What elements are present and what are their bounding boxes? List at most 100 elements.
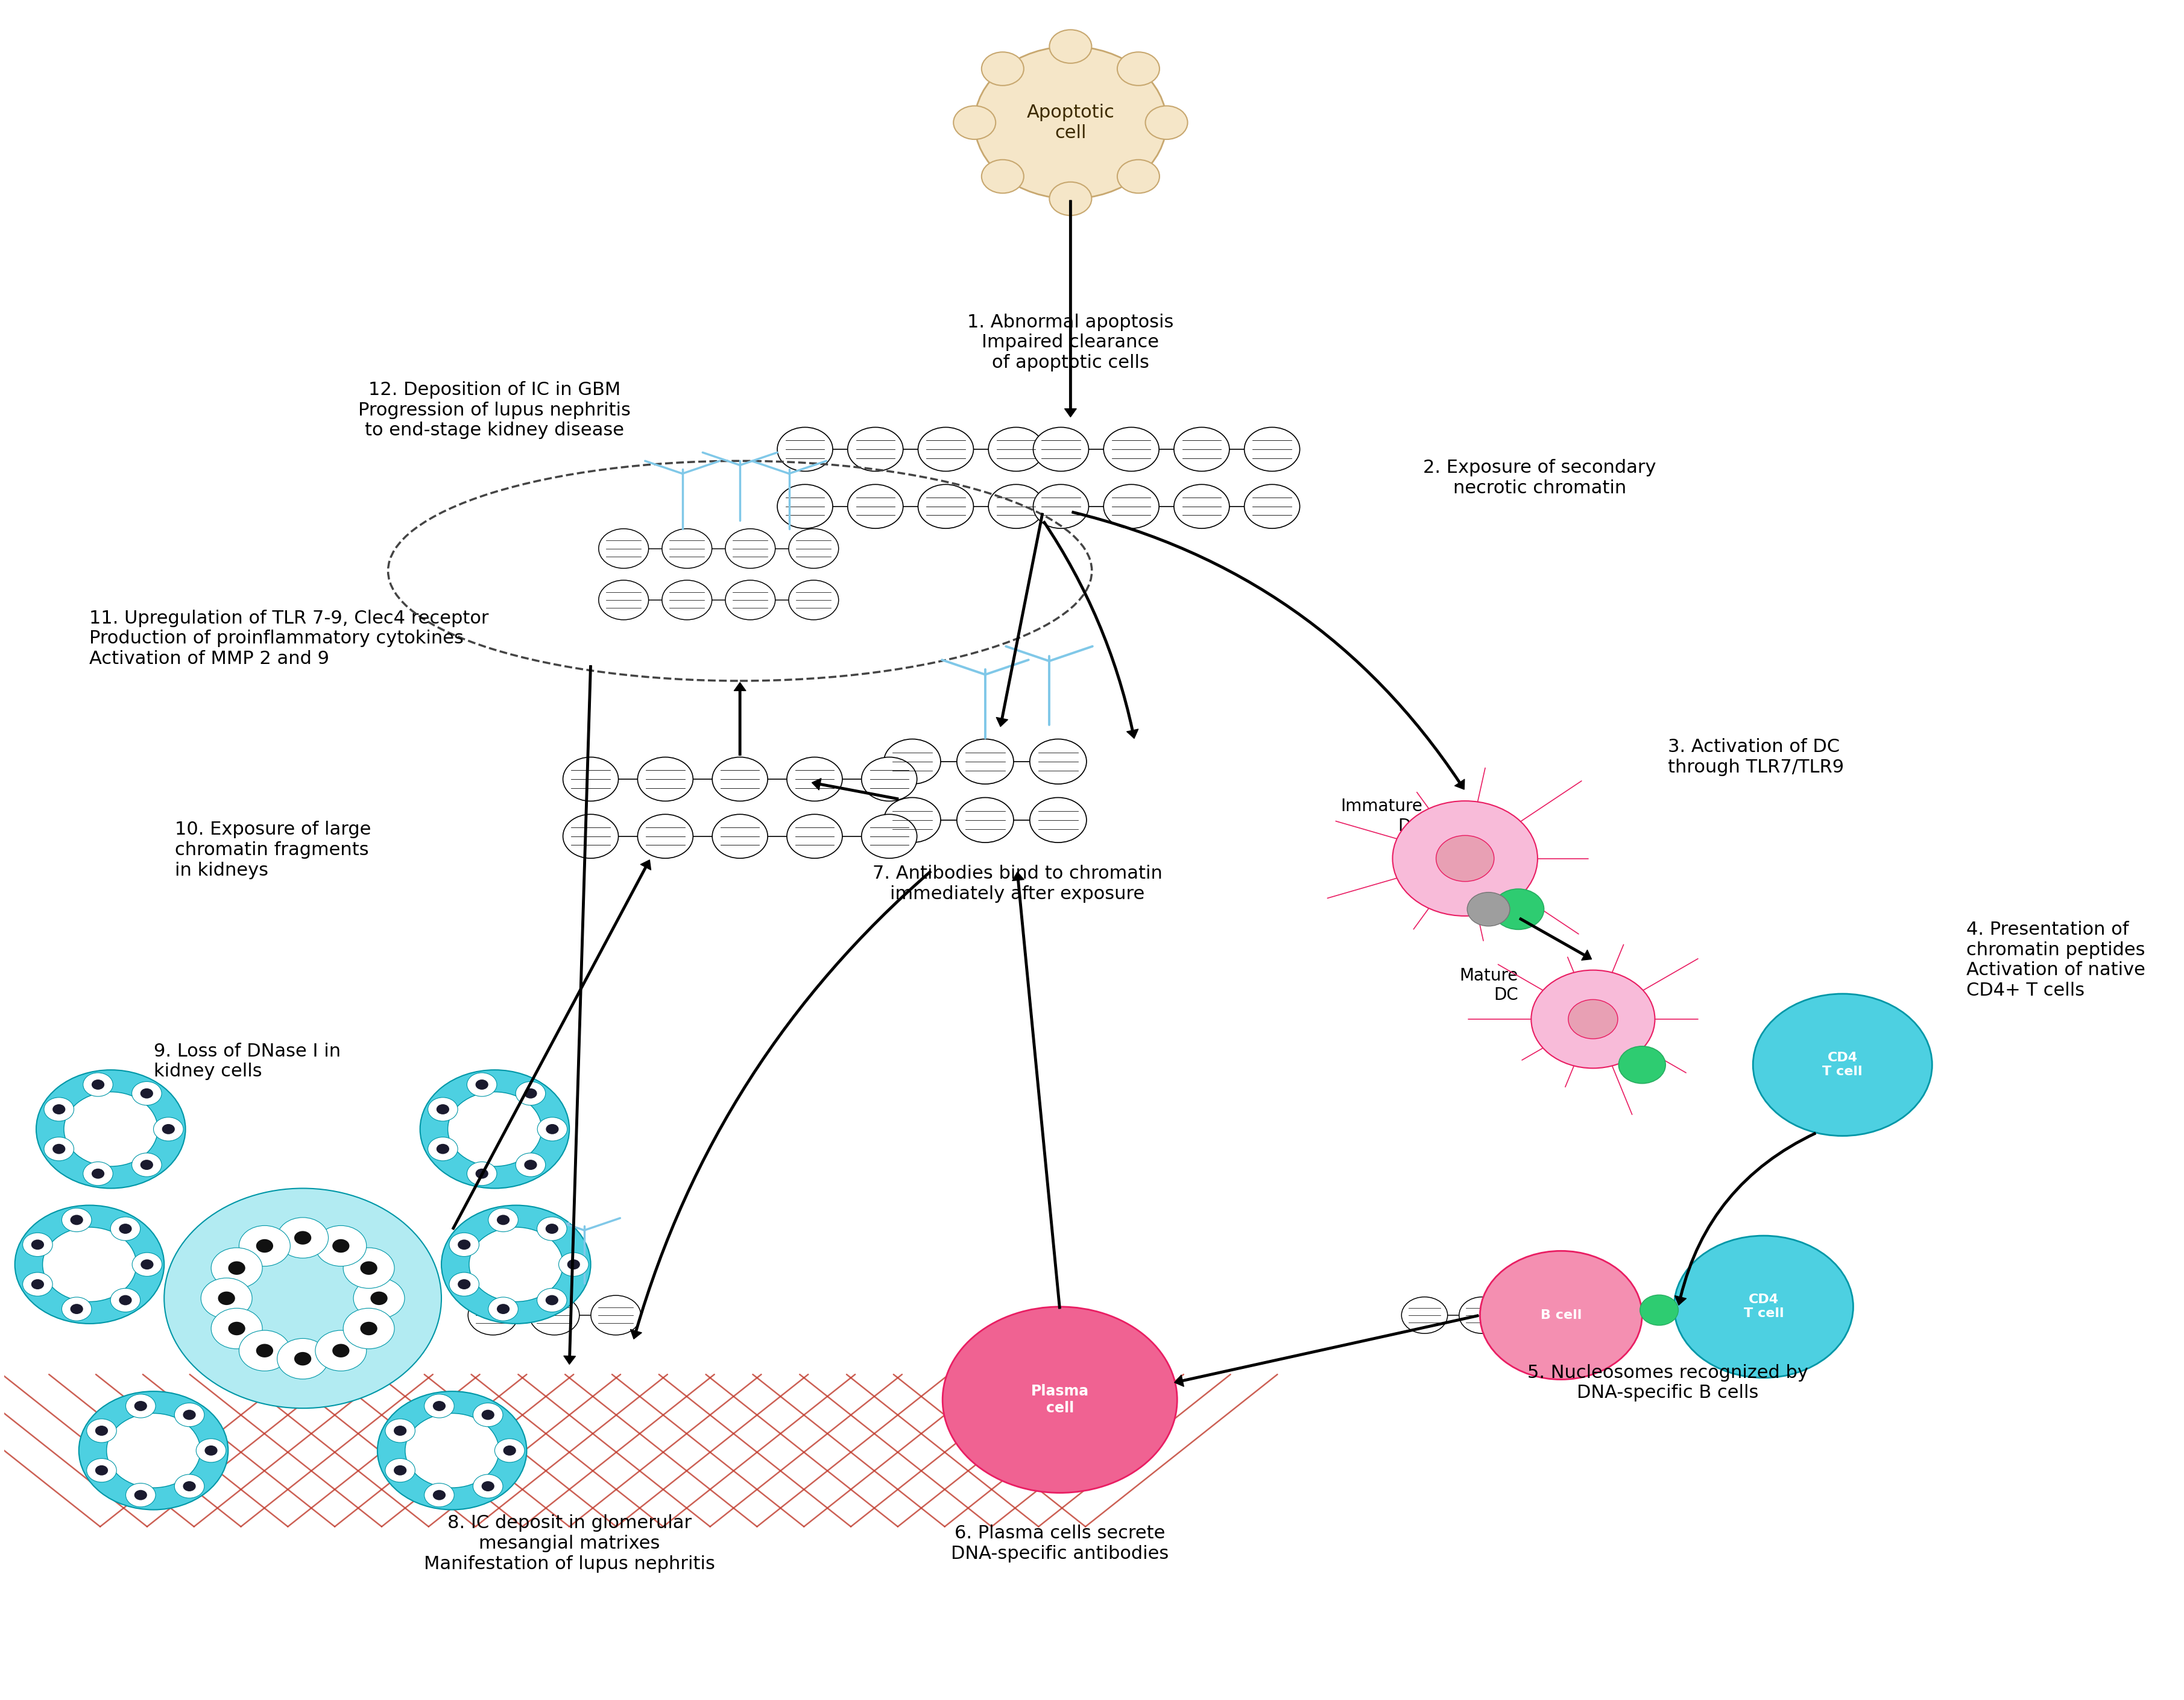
Circle shape bbox=[22, 1232, 52, 1256]
Circle shape bbox=[354, 1278, 404, 1319]
Circle shape bbox=[212, 1309, 262, 1348]
Circle shape bbox=[1531, 971, 1655, 1068]
FancyArrowPatch shape bbox=[812, 779, 898, 801]
Circle shape bbox=[61, 1209, 92, 1232]
Circle shape bbox=[1640, 1295, 1677, 1326]
FancyArrowPatch shape bbox=[1675, 1132, 1815, 1306]
Text: Apoptotic
cell: Apoptotic cell bbox=[1026, 104, 1114, 141]
Circle shape bbox=[96, 1426, 107, 1436]
Circle shape bbox=[131, 1081, 162, 1105]
Circle shape bbox=[295, 1231, 310, 1244]
FancyArrowPatch shape bbox=[452, 860, 651, 1229]
Text: 12. Deposition of IC in GBM
Progression of lupus nephritis
to end-stage kidney d: 12. Deposition of IC in GBM Progression … bbox=[358, 381, 631, 439]
Circle shape bbox=[1516, 1297, 1562, 1333]
Circle shape bbox=[496, 1304, 509, 1314]
Circle shape bbox=[559, 1253, 587, 1277]
Circle shape bbox=[496, 1215, 509, 1226]
Text: CD4
T cell: CD4 T cell bbox=[1743, 1294, 1782, 1319]
Circle shape bbox=[432, 1489, 446, 1499]
Circle shape bbox=[459, 1278, 470, 1289]
Text: 7. Antibodies bind to chromatin
immediately after exposure: 7. Antibodies bind to chromatin immediat… bbox=[871, 865, 1162, 903]
Circle shape bbox=[227, 1323, 245, 1335]
Circle shape bbox=[118, 1295, 131, 1306]
Circle shape bbox=[70, 1215, 83, 1226]
Circle shape bbox=[371, 1292, 387, 1306]
Circle shape bbox=[786, 756, 843, 801]
Circle shape bbox=[31, 1278, 44, 1289]
Circle shape bbox=[537, 1117, 568, 1141]
Circle shape bbox=[662, 580, 712, 620]
Circle shape bbox=[981, 160, 1024, 194]
Circle shape bbox=[537, 1289, 566, 1312]
Circle shape bbox=[201, 1278, 251, 1319]
Text: 1. Abnormal apoptosis
Impaired clearance
of apoptotic cells: 1. Abnormal apoptosis Impaired clearance… bbox=[968, 313, 1173, 372]
Circle shape bbox=[87, 1459, 116, 1482]
Circle shape bbox=[133, 1401, 146, 1411]
Text: Immature
DC: Immature DC bbox=[1341, 797, 1422, 835]
Circle shape bbox=[140, 1159, 153, 1170]
Circle shape bbox=[987, 427, 1044, 471]
Circle shape bbox=[22, 1272, 52, 1295]
Circle shape bbox=[52, 1144, 66, 1154]
Circle shape bbox=[384, 1459, 415, 1482]
Circle shape bbox=[118, 1224, 131, 1234]
Circle shape bbox=[277, 1217, 328, 1258]
Text: 5. Nucleosomes recognized by
DNA-specific B cells: 5. Nucleosomes recognized by DNA-specifi… bbox=[1527, 1363, 1808, 1402]
Circle shape bbox=[941, 1307, 1177, 1493]
FancyArrowPatch shape bbox=[631, 870, 930, 1340]
FancyArrowPatch shape bbox=[996, 513, 1044, 726]
Circle shape bbox=[1459, 1297, 1505, 1333]
Circle shape bbox=[183, 1409, 197, 1420]
Circle shape bbox=[61, 1297, 92, 1321]
Text: 3. Activation of DC
through TLR7/TLR9: 3. Activation of DC through TLR7/TLR9 bbox=[1666, 738, 1843, 775]
Circle shape bbox=[598, 529, 649, 568]
Circle shape bbox=[662, 529, 712, 568]
Circle shape bbox=[952, 105, 996, 139]
Circle shape bbox=[63, 1091, 157, 1166]
Circle shape bbox=[360, 1323, 378, 1335]
Circle shape bbox=[295, 1352, 310, 1365]
Circle shape bbox=[378, 1391, 526, 1510]
Circle shape bbox=[847, 427, 902, 471]
Circle shape bbox=[131, 1253, 162, 1277]
Circle shape bbox=[489, 1209, 518, 1232]
Circle shape bbox=[227, 1261, 245, 1275]
Circle shape bbox=[111, 1289, 140, 1312]
Circle shape bbox=[537, 1217, 566, 1241]
Circle shape bbox=[131, 1153, 162, 1176]
Circle shape bbox=[79, 1391, 227, 1510]
Circle shape bbox=[450, 1272, 478, 1295]
Circle shape bbox=[860, 756, 917, 801]
Circle shape bbox=[404, 1413, 498, 1488]
Circle shape bbox=[502, 1445, 515, 1455]
Circle shape bbox=[162, 1124, 175, 1134]
Text: 11. Upregulation of TLR 7-9, Clec4 receptor
Production of proinflammatory cytoki: 11. Upregulation of TLR 7-9, Clec4 recep… bbox=[90, 610, 489, 668]
Circle shape bbox=[37, 1069, 186, 1188]
Circle shape bbox=[524, 1159, 537, 1170]
Circle shape bbox=[218, 1292, 236, 1306]
Circle shape bbox=[238, 1226, 290, 1266]
Circle shape bbox=[441, 1205, 590, 1324]
Circle shape bbox=[917, 484, 974, 529]
Circle shape bbox=[847, 484, 902, 529]
FancyArrowPatch shape bbox=[1518, 918, 1592, 960]
Circle shape bbox=[974, 46, 1166, 199]
Circle shape bbox=[563, 814, 618, 858]
Circle shape bbox=[1103, 427, 1160, 471]
Circle shape bbox=[153, 1117, 183, 1141]
Circle shape bbox=[1116, 53, 1160, 85]
Circle shape bbox=[546, 1124, 559, 1134]
Circle shape bbox=[140, 1260, 153, 1270]
Circle shape bbox=[238, 1331, 290, 1370]
Circle shape bbox=[1144, 105, 1188, 139]
Circle shape bbox=[31, 1239, 44, 1250]
Circle shape bbox=[343, 1309, 395, 1348]
Circle shape bbox=[92, 1168, 105, 1178]
Circle shape bbox=[360, 1261, 378, 1275]
Circle shape bbox=[83, 1161, 114, 1185]
Circle shape bbox=[1116, 160, 1160, 194]
Circle shape bbox=[590, 1295, 640, 1334]
Circle shape bbox=[474, 1402, 502, 1426]
Circle shape bbox=[1568, 1000, 1618, 1039]
Circle shape bbox=[788, 529, 839, 568]
